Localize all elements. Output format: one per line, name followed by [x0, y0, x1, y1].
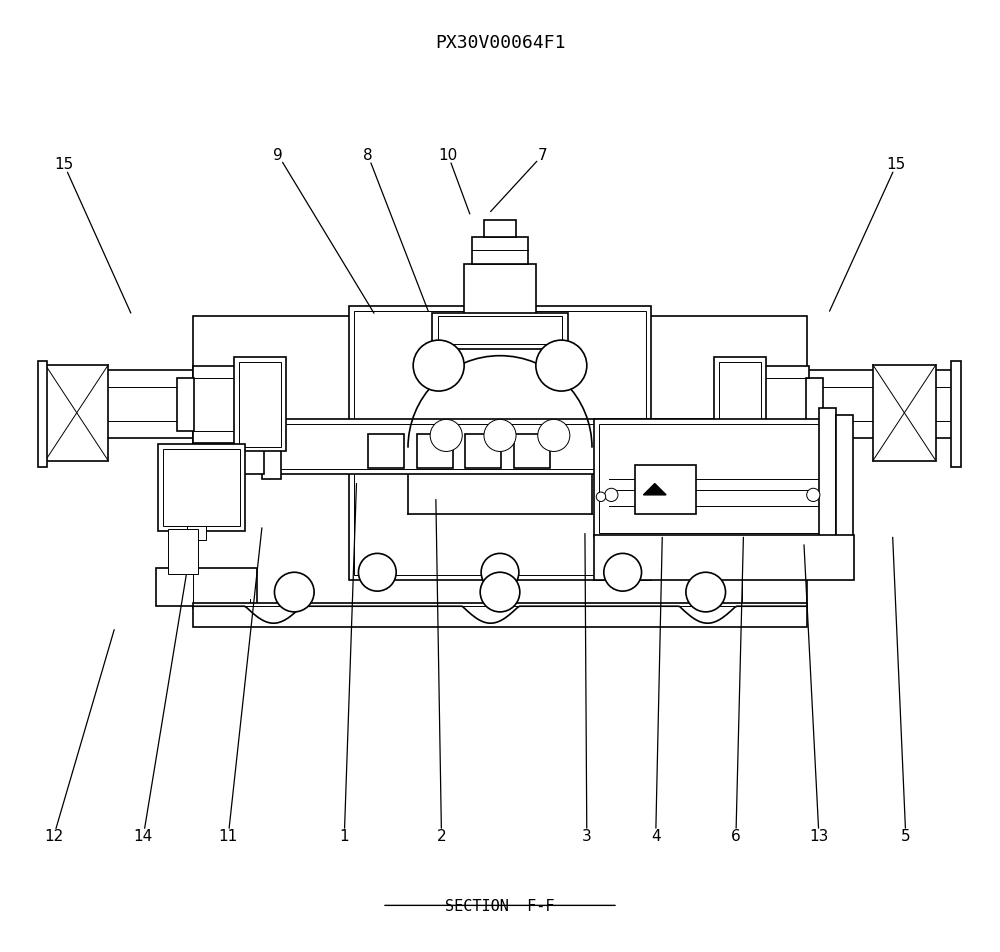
- Bar: [873, 365, 936, 461]
- Circle shape: [604, 553, 642, 591]
- Circle shape: [686, 572, 726, 612]
- Bar: [349, 307, 651, 580]
- Bar: [719, 415, 738, 479]
- Bar: [47, 370, 193, 438]
- Text: 9: 9: [273, 148, 283, 163]
- Bar: [163, 448, 240, 526]
- Bar: [274, 420, 726, 474]
- Polygon shape: [643, 484, 666, 495]
- Bar: [354, 311, 646, 575]
- Text: 6: 6: [731, 829, 741, 844]
- Bar: [764, 366, 809, 443]
- Bar: [714, 357, 766, 451]
- Bar: [45, 365, 108, 461]
- Circle shape: [596, 492, 606, 502]
- Text: 2: 2: [437, 829, 446, 844]
- Bar: [594, 420, 826, 537]
- Bar: [177, 378, 194, 430]
- Bar: [599, 424, 821, 532]
- Bar: [278, 424, 722, 469]
- Text: 11: 11: [219, 829, 238, 844]
- Bar: [262, 415, 281, 479]
- Text: 15: 15: [887, 157, 906, 172]
- Bar: [819, 408, 836, 544]
- Bar: [38, 361, 47, 466]
- Text: 14: 14: [134, 829, 153, 844]
- Circle shape: [274, 572, 314, 612]
- Bar: [635, 465, 696, 514]
- Bar: [193, 366, 236, 443]
- Text: 13: 13: [809, 829, 829, 844]
- Bar: [187, 526, 206, 540]
- Text: 8: 8: [363, 148, 373, 163]
- Bar: [239, 362, 281, 446]
- Text: 5: 5: [901, 829, 911, 844]
- Circle shape: [484, 420, 516, 451]
- Bar: [472, 237, 528, 264]
- Bar: [168, 529, 198, 574]
- Bar: [417, 433, 453, 468]
- Bar: [807, 370, 953, 438]
- Bar: [368, 433, 404, 468]
- Bar: [156, 568, 257, 606]
- Text: 15: 15: [54, 157, 74, 172]
- Circle shape: [430, 420, 462, 451]
- Bar: [465, 433, 501, 468]
- Circle shape: [413, 340, 464, 391]
- Text: 10: 10: [438, 148, 458, 163]
- Text: 7: 7: [538, 148, 547, 163]
- Bar: [719, 362, 761, 446]
- Circle shape: [605, 488, 618, 502]
- Bar: [951, 361, 961, 466]
- Bar: [234, 357, 286, 451]
- Text: 12: 12: [44, 829, 63, 844]
- Circle shape: [538, 420, 570, 451]
- Bar: [464, 264, 536, 315]
- Circle shape: [807, 488, 820, 502]
- Bar: [432, 313, 568, 348]
- Bar: [438, 315, 562, 344]
- Bar: [806, 378, 823, 430]
- Bar: [193, 315, 807, 608]
- Text: SECTION  F-F: SECTION F-F: [445, 899, 555, 914]
- Circle shape: [536, 340, 587, 391]
- Bar: [158, 444, 245, 530]
- Circle shape: [481, 553, 519, 591]
- Text: 1: 1: [339, 829, 349, 844]
- Circle shape: [358, 553, 396, 591]
- Bar: [484, 220, 516, 237]
- Text: 4: 4: [651, 829, 661, 844]
- Text: PX30V00064F1: PX30V00064F1: [435, 34, 565, 52]
- Bar: [594, 534, 854, 580]
- Bar: [243, 420, 264, 474]
- Bar: [193, 604, 807, 627]
- Text: 3: 3: [582, 829, 592, 844]
- Bar: [736, 420, 757, 474]
- Bar: [514, 433, 550, 468]
- Circle shape: [480, 572, 520, 612]
- Bar: [836, 415, 853, 537]
